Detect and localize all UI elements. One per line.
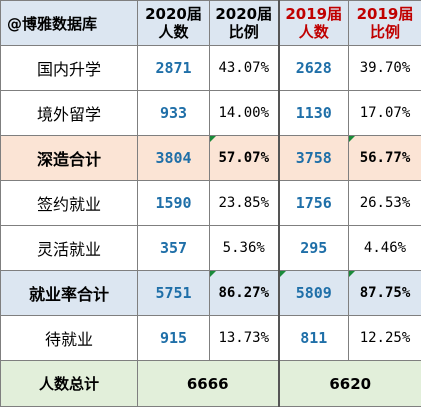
count-2019-cell: 5809 (279, 271, 349, 316)
count-2020-cell: 2871 (138, 46, 210, 91)
ratio-2019-cell: 87.75% (349, 271, 421, 316)
count-2019-cell: 811 (279, 316, 349, 361)
total-2019-cell: 6620 (279, 361, 421, 407)
header-2020-ratio: 2020届 比例 (210, 1, 279, 46)
ratio-2020-cell: 57.07% (210, 136, 279, 181)
header-2019-ratio-year: 2019届 (349, 5, 421, 23)
subtotal-row-employment: 就业率合计 5751 86.27% 5809 87.75% (1, 271, 421, 316)
ratio-2019-cell: 17.07% (349, 91, 421, 136)
header-2019-ratio: 2019届 比例 (349, 1, 421, 46)
ratio-2020-cell: 13.73% (210, 316, 279, 361)
brand-label: @博雅数据库 (1, 1, 138, 46)
total-2020-cell: 6666 (138, 361, 279, 407)
count-2019-cell: 295 (279, 226, 349, 271)
ratio-2019-cell: 12.25% (349, 316, 421, 361)
ratio-2019-cell: 4.46% (349, 226, 421, 271)
ratio-2019-cell: 26.53% (349, 181, 421, 226)
count-2020-cell: 933 (138, 91, 210, 136)
header-2019-ratio-sub: 比例 (349, 23, 421, 41)
count-2020-cell: 915 (138, 316, 210, 361)
table-row: 灵活就业 357 5.36% 295 4.46% (1, 226, 421, 271)
total-row: 人数总计 6666 6620 (1, 361, 421, 407)
count-2020-cell: 5751 (138, 271, 210, 316)
table-row: 境外留学 933 14.00% 1130 17.07% (1, 91, 421, 136)
ratio-2020-cell: 14.00% (210, 91, 279, 136)
total-label: 人数总计 (1, 361, 138, 407)
ratio-2020-cell: 86.27% (210, 271, 279, 316)
header-row: @博雅数据库 2020届 人数 2020届 比例 2019届 人数 2019届 … (1, 1, 421, 46)
count-2019-cell: 2628 (279, 46, 349, 91)
ratio-2020-cell: 23.85% (210, 181, 279, 226)
row-label: 境外留学 (1, 91, 138, 136)
header-2020-ratio-sub: 比例 (210, 23, 278, 41)
ratio-2019-cell: 39.70% (349, 46, 421, 91)
row-label: 国内升学 (1, 46, 138, 91)
count-2019-cell: 1130 (279, 91, 349, 136)
row-label: 灵活就业 (1, 226, 138, 271)
row-label: 待就业 (1, 316, 138, 361)
table-row: 签约就业 1590 23.85% 1756 26.53% (1, 181, 421, 226)
ratio-2019-cell: 56.77% (349, 136, 421, 181)
row-label: 就业率合计 (1, 271, 138, 316)
row-label: 签约就业 (1, 181, 138, 226)
subtotal-row-further-study: 深造合计 3804 57.07% 3758 56.77% (1, 136, 421, 181)
count-2020-cell: 357 (138, 226, 210, 271)
ratio-2020-cell: 5.36% (210, 226, 279, 271)
header-2019-count: 2019届 人数 (279, 1, 349, 46)
header-2020-count: 2020届 人数 (138, 1, 210, 46)
count-2020-cell: 3804 (138, 136, 210, 181)
count-2019-cell: 3758 (279, 136, 349, 181)
header-2020-ratio-year: 2020届 (210, 5, 278, 23)
table-row: 国内升学 2871 43.07% 2628 39.70% (1, 46, 421, 91)
table-row: 待就业 915 13.73% 811 12.25% (1, 316, 421, 361)
ratio-2020-cell: 43.07% (210, 46, 279, 91)
header-2020-count-sub: 人数 (138, 23, 209, 41)
header-2020-count-year: 2020届 (138, 5, 209, 23)
count-2020-cell: 1590 (138, 181, 210, 226)
count-2019-cell: 1756 (279, 181, 349, 226)
row-label: 深造合计 (1, 136, 138, 181)
header-2019-count-year: 2019届 (280, 5, 349, 23)
header-2019-count-sub: 人数 (280, 23, 349, 41)
